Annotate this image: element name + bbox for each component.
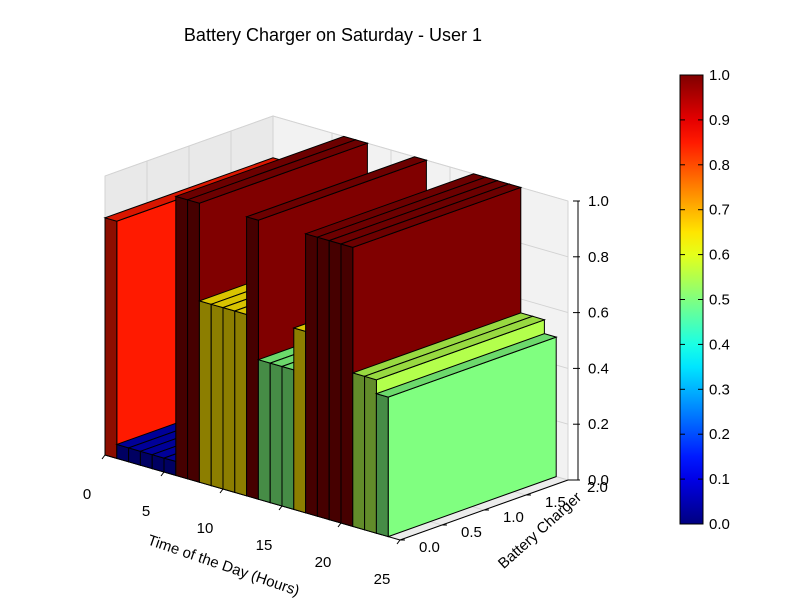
x-tick [396, 539, 401, 545]
y-tick-label: 0.5 [461, 524, 482, 541]
z-grid-line [104, 115, 569, 202]
bar-front [305, 233, 318, 517]
colorbar-tick-label: 1.0 [709, 67, 730, 84]
colorbar-tick-label: 0.8 [709, 157, 730, 174]
bar-front [175, 195, 189, 480]
colorbar-tick-label: 0.9 [709, 112, 730, 129]
x-tick-label: 5 [142, 503, 150, 520]
bar-front [198, 300, 212, 487]
x-tick [337, 522, 342, 528]
chart-title: Battery Charger on Saturday - User 1 [184, 25, 482, 45]
colorbar-tick-label: 0.2 [709, 426, 730, 443]
bar-front [375, 393, 389, 538]
bar-front [222, 306, 236, 494]
x-tick-label: 20 [315, 554, 332, 571]
bar-top [244, 156, 429, 221]
colorbar-tick-label: 0.1 [709, 471, 730, 488]
y-tick-label: 1.5 [545, 494, 566, 511]
y-tick-label: 2.0 [587, 479, 608, 496]
colorbar-tick-label: 0.0 [709, 516, 730, 533]
bar-front [328, 239, 342, 524]
y-tick-label: 0.0 [419, 539, 440, 556]
bar-front [281, 365, 295, 511]
z-tick-label: 0.4 [588, 360, 609, 377]
z-tick-label: 0.6 [588, 305, 609, 322]
bar-top [339, 183, 523, 248]
z-tick-label: 0.8 [588, 249, 609, 266]
bar-front [104, 217, 118, 460]
colorbar-tick-label: 0.3 [709, 381, 730, 398]
x-tick-label: 25 [374, 571, 391, 588]
bar [374, 333, 558, 538]
x-tick-label: 15 [256, 537, 273, 554]
tick-labels: 05101520250.00.51.01.52.00.00.20.40.60.8… [83, 193, 609, 588]
y-tick-label: 1.0 [503, 509, 524, 526]
bar-front [187, 199, 200, 483]
bar-front [364, 375, 377, 534]
colorbar-ticks: 0.0 0.1 0.2 0.3 0.4 0.5 0.6 0.7 0.8 0.9 1.0 [680, 67, 730, 533]
bar-front [293, 327, 307, 514]
bar-top [362, 315, 547, 381]
colorbar-tick-label: 0.5 [709, 292, 730, 309]
bar-front [269, 362, 283, 507]
bar-front [210, 303, 224, 490]
colorbar-tick-label: 0.6 [709, 247, 730, 264]
bar-front [246, 216, 259, 500]
x-tick [278, 505, 283, 511]
x-tick [101, 454, 106, 460]
colorbar: 0.0 0.1 0.2 0.3 0.4 0.5 0.6 0.7 0.8 0.9 1.0 [679, 67, 730, 533]
bar-front [234, 310, 248, 497]
x-axis-label: Time of the Day (Hours) [145, 532, 301, 600]
z-tick-label: 0.0 [588, 472, 609, 489]
x-tick [219, 488, 224, 494]
x-tick-label: 10 [197, 520, 214, 537]
colorbar-tick-label: 0.4 [709, 336, 730, 353]
bar-front [352, 372, 366, 531]
x-tick-label: 0 [83, 486, 91, 503]
bars [103, 135, 558, 538]
bar-front [316, 236, 330, 521]
bar-front [340, 243, 354, 528]
x-tick [160, 471, 165, 477]
bar-top [185, 139, 370, 204]
z-tick-label: 0.2 [588, 416, 609, 433]
z-tick-label: 1.0 [588, 193, 609, 210]
colorbar-tick-label: 0.7 [709, 202, 730, 219]
bar-top [374, 333, 558, 398]
bar-front [257, 359, 271, 504]
